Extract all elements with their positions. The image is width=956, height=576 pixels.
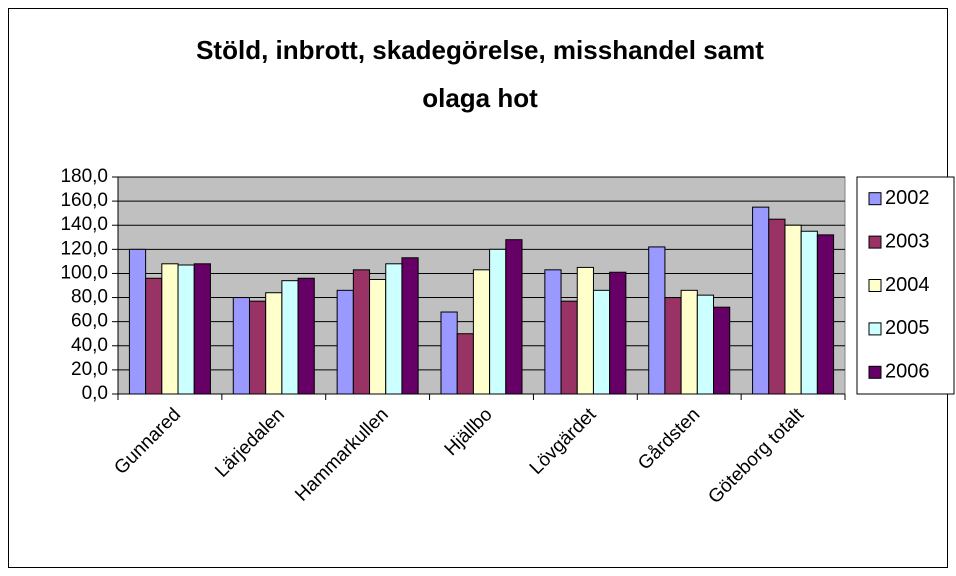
legend-swatch xyxy=(868,235,882,249)
bar xyxy=(297,277,315,395)
bar xyxy=(648,246,666,395)
bar xyxy=(248,300,267,395)
bar xyxy=(696,294,715,395)
bar xyxy=(265,292,283,395)
legend-label: 2006 xyxy=(885,361,930,383)
y-tick-label: 120,0 xyxy=(60,238,108,259)
chart-title: olaga hot xyxy=(422,83,538,113)
bar xyxy=(401,257,419,395)
y-tick-label: 60,0 xyxy=(71,311,108,332)
bar xyxy=(544,269,562,395)
bar xyxy=(505,239,523,395)
bar xyxy=(576,266,594,395)
legend-swatch xyxy=(868,192,882,206)
y-tick-label: 160,0 xyxy=(60,190,108,211)
bar xyxy=(816,234,835,395)
y-tick-label: 40,0 xyxy=(71,335,108,356)
legend-label: 2003 xyxy=(885,230,930,252)
bar xyxy=(336,289,354,395)
legend-swatch xyxy=(868,279,882,292)
bar xyxy=(352,269,371,395)
legend-swatch xyxy=(868,365,882,379)
bar xyxy=(664,297,682,395)
bar xyxy=(784,224,802,395)
y-tick-label: 0,0 xyxy=(82,383,108,404)
y-tick-label: 20,0 xyxy=(71,359,108,380)
bar xyxy=(385,263,403,395)
bar xyxy=(232,297,250,395)
legend-swatch xyxy=(868,322,882,336)
y-tick-label: 180,0 xyxy=(60,166,108,187)
bar xyxy=(472,269,491,395)
bar xyxy=(768,218,786,395)
y-tick-label: 100,0 xyxy=(60,262,108,283)
legend-label: 2002 xyxy=(885,187,930,209)
bar xyxy=(177,264,195,395)
y-tick-label: 80,0 xyxy=(71,287,108,308)
legend-label: 2005 xyxy=(885,317,930,339)
bar xyxy=(145,277,163,395)
y-tick-label: 140,0 xyxy=(60,214,108,235)
bar xyxy=(161,263,179,395)
bar xyxy=(560,300,578,395)
bar xyxy=(609,271,627,395)
bar xyxy=(128,248,147,395)
bar xyxy=(281,280,299,395)
bar xyxy=(369,278,387,395)
bar xyxy=(193,263,211,395)
bar xyxy=(440,311,458,395)
legend-label: 2004 xyxy=(885,274,930,296)
bar xyxy=(680,289,698,395)
chart-title: Stöld, inbrott, skadegörelse, misshandel… xyxy=(196,35,764,65)
bar xyxy=(752,206,770,395)
bar xyxy=(456,333,474,395)
bar xyxy=(489,248,507,395)
bar xyxy=(800,230,818,395)
bar xyxy=(713,306,731,395)
bar xyxy=(592,289,611,395)
